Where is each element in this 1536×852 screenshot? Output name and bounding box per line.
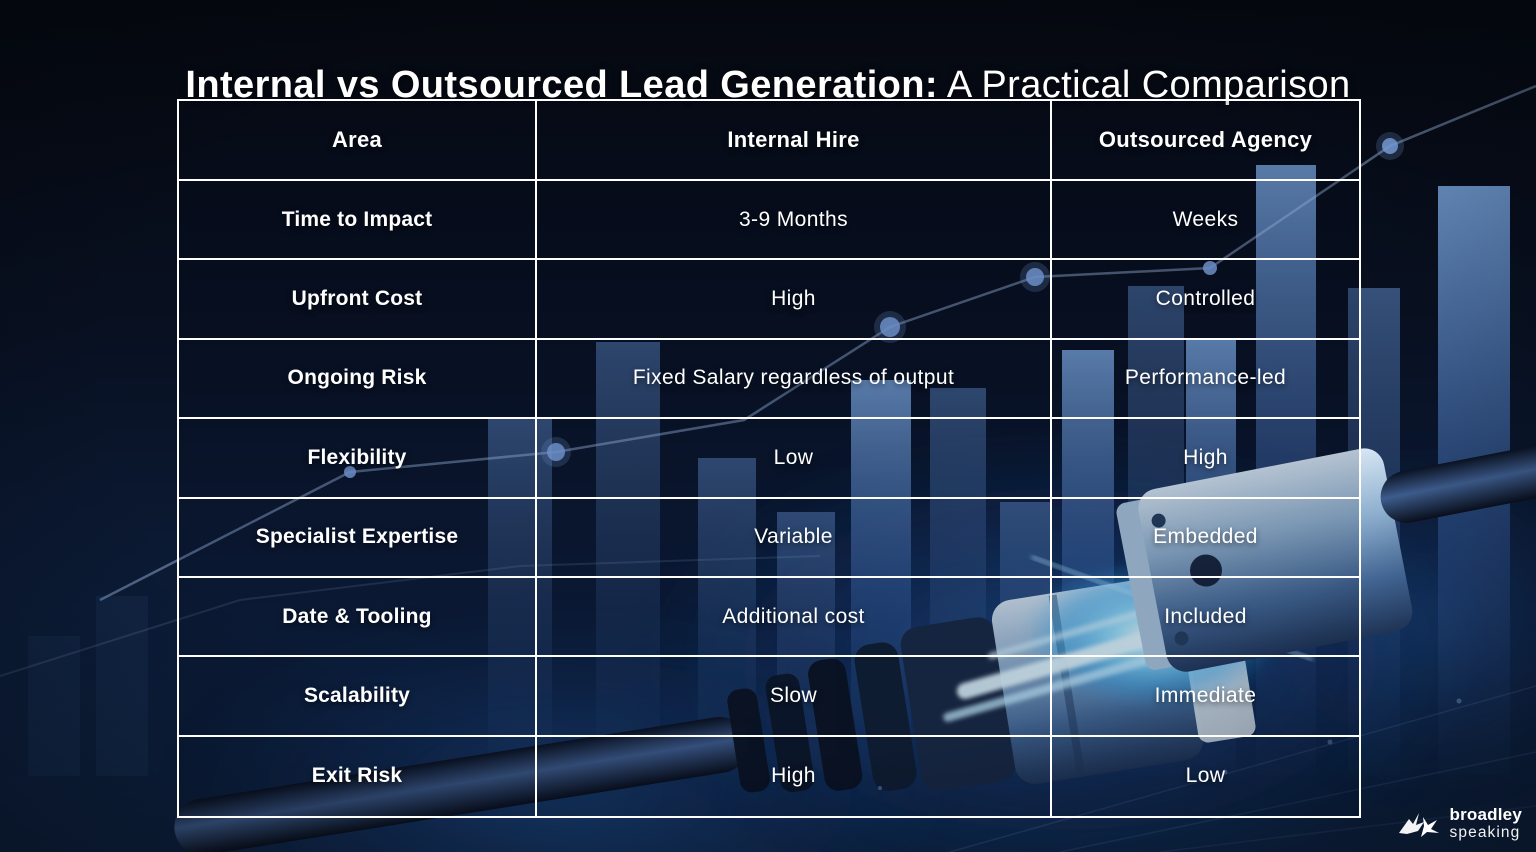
cell-internal: High xyxy=(537,736,1052,816)
cell-internal: Slow xyxy=(537,657,1052,737)
cell-outsourced: Low xyxy=(1052,736,1359,816)
row-label: Ongoing Risk xyxy=(179,339,537,420)
cell-outsourced: High xyxy=(1052,419,1359,499)
header-internal: Internal Hire xyxy=(537,101,1052,181)
cell-outsourced: Weeks xyxy=(1052,181,1359,261)
row-label: Date & Tooling xyxy=(179,577,537,658)
cell-internal: 3-9 Months xyxy=(537,181,1052,261)
brand-logo-text: broadley speaking xyxy=(1450,806,1522,841)
cell-internal: High xyxy=(537,260,1052,340)
row-label: Specialist Expertise xyxy=(179,498,537,578)
cell-internal: Low xyxy=(537,419,1052,499)
header-area: Area xyxy=(179,101,537,181)
row-label: Upfront Cost xyxy=(179,260,537,340)
row-label: Exit Risk xyxy=(179,736,537,816)
cell-outsourced: Embedded xyxy=(1052,498,1359,578)
cell-internal: Fixed Salary regardless of output xyxy=(537,339,1052,420)
logo-birds-icon xyxy=(1398,812,1439,837)
cell-internal: Additional cost xyxy=(537,577,1052,658)
row-label: Flexibility xyxy=(179,419,537,499)
cell-outsourced: Controlled xyxy=(1052,260,1359,340)
cell-outsourced: Included xyxy=(1052,577,1359,658)
cell-outsourced: Performance-led xyxy=(1052,339,1359,420)
cell-internal: Variable xyxy=(537,498,1052,578)
brand-word-light: speaking xyxy=(1449,823,1521,841)
brand-logo: broadley speaking xyxy=(1397,806,1522,841)
cell-outsourced: Immediate xyxy=(1052,657,1359,737)
row-label: Time to Impact xyxy=(179,181,537,261)
brand-word-bold: broadley xyxy=(1449,804,1522,824)
comparison-table: Area Internal Hire Outsourced Agency Tim… xyxy=(177,99,1361,818)
row-label: Scalability xyxy=(179,657,537,737)
header-outsourced: Outsourced Agency xyxy=(1052,101,1359,181)
